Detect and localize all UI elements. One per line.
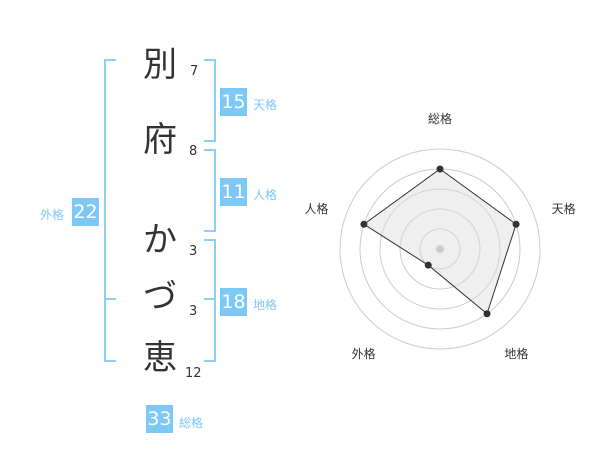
radar-axis-label: 天格 [552, 201, 576, 216]
name-char: か [143, 220, 177, 260]
stroke-count: 7 [190, 64, 199, 79]
radar-point [512, 220, 520, 228]
jinkaku-value: 11 [220, 178, 247, 206]
tenkaku-value: 15 [220, 88, 247, 116]
chikaku-bracket [204, 239, 216, 362]
radar-point [360, 220, 368, 228]
radar-ring [399, 208, 481, 290]
jinkaku-bracket [204, 149, 216, 232]
name-char: 別 [143, 45, 177, 85]
chikaku-value: 18 [220, 288, 247, 316]
tenkaku-label: 天格 [253, 98, 278, 112]
bracket-tick [104, 298, 116, 300]
gaikaku-value: 22 [72, 198, 99, 226]
radar-center [436, 245, 444, 253]
radar-axis-label: 人格 [304, 201, 328, 216]
radar-axis-label: 地格 [504, 346, 528, 361]
soukaku-label: 総格 [179, 416, 204, 430]
stroke-count: 3 [189, 244, 198, 259]
radar-ring [419, 228, 461, 270]
gaikaku-label: 外格 [40, 208, 65, 222]
stroke-count: 12 [185, 366, 202, 381]
radar-axis-label: 外格 [352, 346, 376, 361]
name-char: 府 [143, 120, 177, 160]
gaikaku-bracket [104, 59, 116, 362]
radar-area [363, 168, 517, 315]
radar-point [424, 261, 432, 269]
chikaku-label: 地格 [253, 298, 278, 312]
radar-ring [379, 188, 501, 310]
jinkaku-label: 人格 [253, 188, 278, 202]
name-char: づ [143, 277, 177, 317]
name-char: 恵 [143, 338, 177, 378]
tenkaku-bracket [204, 59, 216, 142]
stroke-count: 3 [189, 304, 198, 319]
radar-ring [339, 148, 541, 350]
radar-point [436, 165, 444, 173]
soukaku-value: 33 [146, 405, 173, 433]
bracket-tick [204, 298, 216, 300]
radar-point [483, 310, 491, 318]
stroke-count: 8 [189, 144, 198, 159]
radar-axis-label: 総格 [428, 111, 452, 126]
